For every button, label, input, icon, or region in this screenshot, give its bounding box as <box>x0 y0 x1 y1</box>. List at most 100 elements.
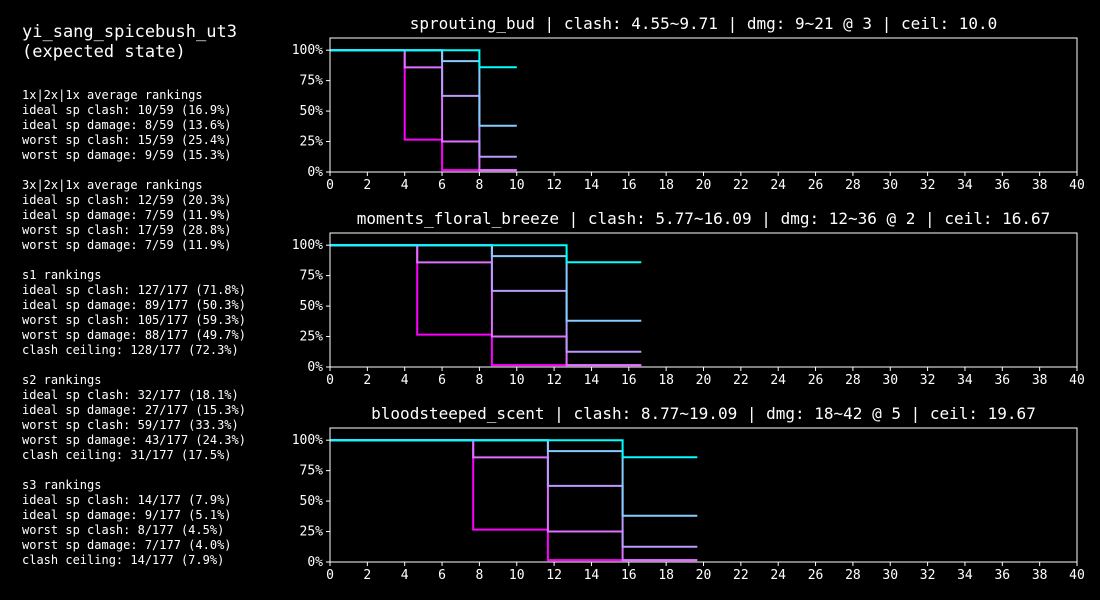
y-tick-label: 100% <box>292 238 323 253</box>
x-tick-label: 22 <box>733 568 749 583</box>
y-tick-label: 0% <box>307 555 323 570</box>
x-tick-label: 2 <box>363 568 371 583</box>
ranking-line: worst sp damage: 88/177 (49.7%) <box>22 328 246 342</box>
y-tick-label: 0% <box>307 165 323 180</box>
rankings-section: 1x|2x|1x average rankings ideal sp clash:… <box>22 88 312 163</box>
ranking-line: worst sp clash: 17/59 (28.8%) <box>22 223 232 237</box>
x-tick-label: 32 <box>920 373 936 388</box>
x-tick-label: 8 <box>475 568 483 583</box>
ranking-line: ideal sp damage: 27/177 (15.3%) <box>22 403 246 417</box>
plot-frame <box>329 232 1078 368</box>
x-tick-label: 30 <box>882 373 898 388</box>
x-tick-label: 10 <box>509 178 525 193</box>
rankings-sections: 1x|2x|1x average rankings ideal sp clash:… <box>22 88 312 568</box>
x-tick-label: 8 <box>475 178 483 193</box>
y-tick-label: 75% <box>300 269 324 284</box>
x-tick-label: 12 <box>546 568 562 583</box>
ranking-line: ideal sp clash: 14/177 (7.9%) <box>22 493 232 507</box>
rankings-section: s3 rankings ideal sp clash: 14/177 (7.9%)… <box>22 478 312 568</box>
y-tick-label: 25% <box>300 135 324 150</box>
ranking-line: worst sp clash: 105/177 (59.3%) <box>22 313 246 327</box>
x-tick-label: 24 <box>770 178 786 193</box>
y-tick-label: 0% <box>307 360 323 375</box>
x-tick-label: 16 <box>621 373 637 388</box>
y-tick-label: 100% <box>292 433 323 448</box>
series-line-1 <box>330 439 698 562</box>
y-tick-label: 50% <box>300 494 324 509</box>
section-header: s2 rankings <box>22 373 102 387</box>
y-tick-label: 25% <box>300 330 324 345</box>
x-tick-label: 36 <box>994 568 1010 583</box>
rankings-section: s1 rankings ideal sp clash: 127/177 (71.8… <box>22 268 312 358</box>
x-tick-label: 38 <box>1032 373 1048 388</box>
section-header: 1x|2x|1x average rankings <box>22 88 203 102</box>
ranking-line: ideal sp clash: 12/59 (20.3%) <box>22 193 232 207</box>
ranking-line: worst sp clash: 15/59 (25.4%) <box>22 133 232 147</box>
x-tick-label: 22 <box>733 178 749 193</box>
page-title-line2: (expected state) <box>22 42 186 62</box>
x-tick-label: 4 <box>401 178 409 193</box>
x-tick-label: 28 <box>845 373 861 388</box>
series-line-2 <box>330 49 517 158</box>
y-tick-label: 100% <box>292 43 323 58</box>
x-tick-label: 26 <box>808 373 824 388</box>
series-line-3 <box>330 244 642 322</box>
series-line-2 <box>330 244 642 353</box>
series-line-1 <box>330 244 642 367</box>
ranking-line: ideal sp clash: 10/59 (16.9%) <box>22 103 232 117</box>
section-header: s3 rankings <box>22 478 102 492</box>
x-tick-label: 18 <box>658 178 674 193</box>
y-tick-label: 50% <box>300 104 324 119</box>
ranking-line: worst sp damage: 7/177 (4.0%) <box>22 538 232 552</box>
series-line-3 <box>330 439 698 517</box>
x-tick-label: 36 <box>994 373 1010 388</box>
series-line-4 <box>330 49 517 69</box>
x-tick-label: 28 <box>845 178 861 193</box>
x-tick-label: 24 <box>770 568 786 583</box>
x-tick-label: 40 <box>1069 178 1085 193</box>
x-tick-label: 6 <box>438 373 446 388</box>
x-tick-label: 32 <box>920 178 936 193</box>
chart-title: moments_floral_breeze | clash: 5.77~16.0… <box>357 209 1051 228</box>
ranking-line: clash ceiling: 14/177 (7.9%) <box>22 553 225 567</box>
x-tick-label: 10 <box>509 373 525 388</box>
x-tick-label: 0 <box>326 178 334 193</box>
x-tick-label: 8 <box>475 373 483 388</box>
x-tick-label: 14 <box>584 568 600 583</box>
x-tick-label: 12 <box>546 178 562 193</box>
y-tick-label: 25% <box>300 525 324 540</box>
x-tick-label: 24 <box>770 373 786 388</box>
chart-1: moments_floral_breeze | clash: 5.77~16.0… <box>292 209 1085 388</box>
ranking-line: ideal sp damage: 89/177 (50.3%) <box>22 298 246 312</box>
x-tick-label: 4 <box>401 373 409 388</box>
x-tick-label: 0 <box>326 373 334 388</box>
x-tick-label: 2 <box>363 178 371 193</box>
rankings-section: s2 rankings ideal sp clash: 32/177 (18.1%… <box>22 373 312 463</box>
ranking-line: ideal sp damage: 9/177 (5.1%) <box>22 508 232 522</box>
stats-panel: yi_sang_spicebush_ut3 (expected state) 1… <box>22 22 312 583</box>
x-tick-label: 22 <box>733 373 749 388</box>
x-tick-label: 32 <box>920 568 936 583</box>
y-tick-label: 75% <box>300 74 324 89</box>
x-tick-label: 6 <box>438 568 446 583</box>
plot-frame <box>329 427 1078 563</box>
x-tick-label: 14 <box>584 178 600 193</box>
page-title-line1: yi_sang_spicebush_ut3 <box>22 22 237 42</box>
x-tick-label: 10 <box>509 568 525 583</box>
ranking-line: clash ceiling: 128/177 (72.3%) <box>22 343 239 357</box>
x-tick-label: 20 <box>696 178 712 193</box>
y-tick-label: 50% <box>300 299 324 314</box>
ranking-line: worst sp damage: 9/59 (15.3%) <box>22 148 232 162</box>
x-tick-label: 38 <box>1032 568 1048 583</box>
ranking-line: worst sp damage: 7/59 (11.9%) <box>22 238 232 252</box>
x-tick-label: 34 <box>957 178 973 193</box>
series-line-4 <box>330 439 698 459</box>
x-tick-label: 4 <box>401 568 409 583</box>
y-tick-label: 75% <box>300 464 324 479</box>
ranking-line: worst sp clash: 59/177 (33.3%) <box>22 418 239 432</box>
x-tick-label: 16 <box>621 568 637 583</box>
x-tick-label: 30 <box>882 178 898 193</box>
ranking-line: ideal sp damage: 8/59 (13.6%) <box>22 118 232 132</box>
x-tick-label: 28 <box>845 568 861 583</box>
